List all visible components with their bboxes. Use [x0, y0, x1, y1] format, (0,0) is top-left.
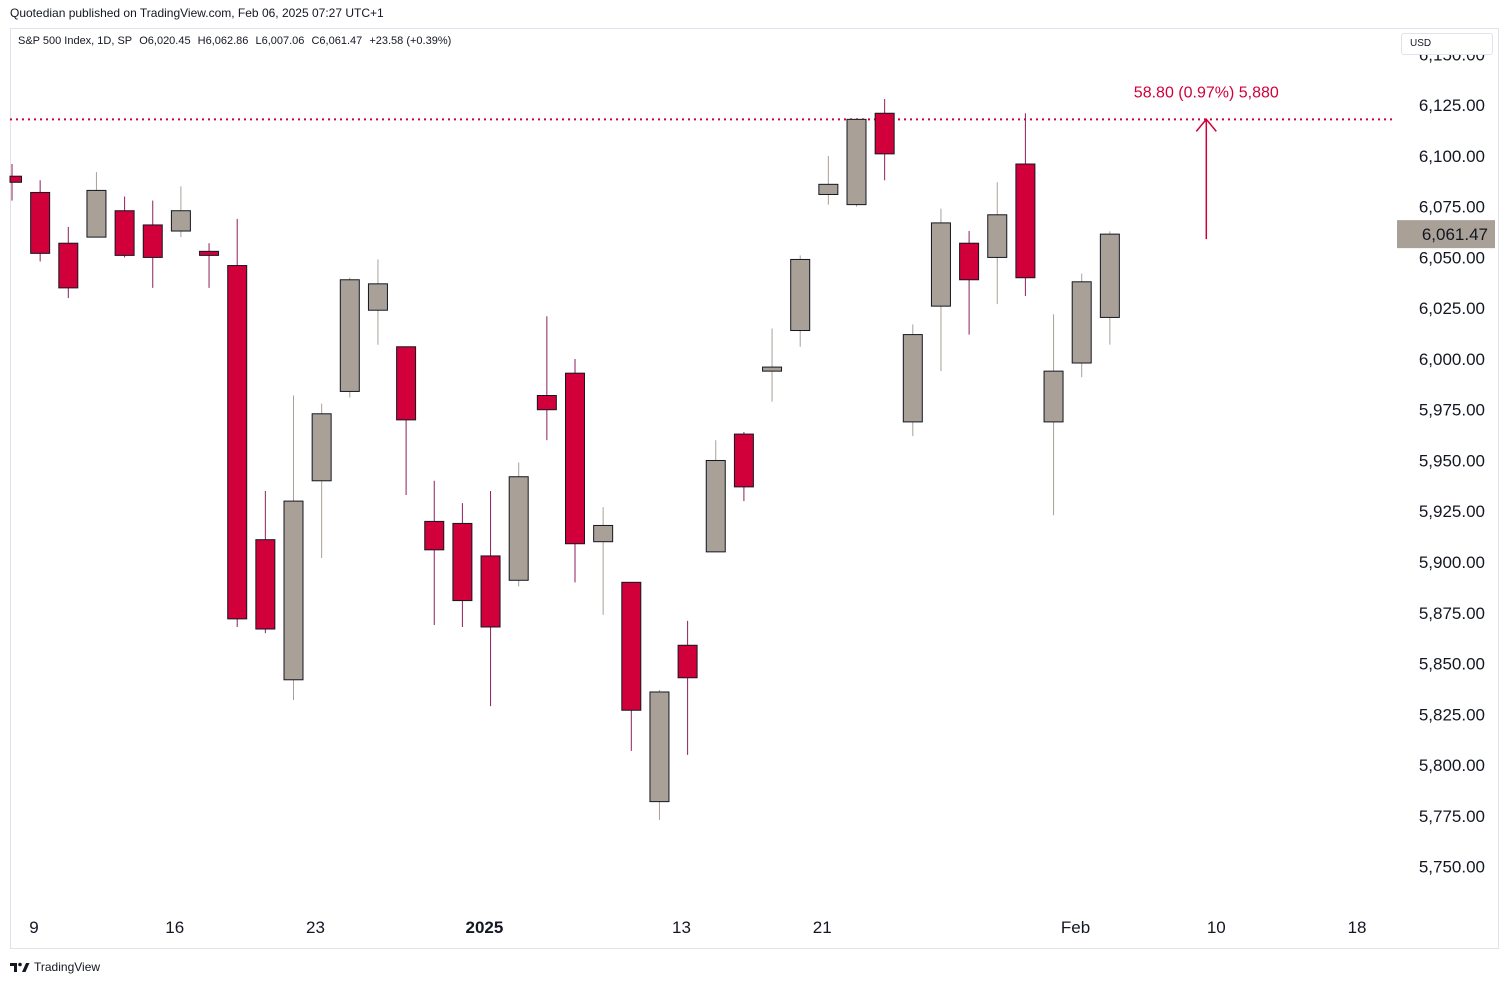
legend-change: +23.58 (+0.39%): [369, 35, 452, 47]
price-tick-label: 5,775.00: [1419, 807, 1485, 826]
tradingview-logo-icon: [10, 962, 30, 972]
price-tick-label: 6,050.00: [1419, 248, 1485, 267]
candle-body: [452, 522, 473, 602]
publisher-line: Quotedian published on TradingView.com, …: [10, 6, 384, 20]
price-tick-label: 6,075.00: [1419, 198, 1485, 217]
price-tick-label: 6,025.00: [1419, 299, 1485, 318]
legend-close: C6,061.47: [311, 35, 363, 47]
time-axis[interactable]: 9 16 23 2025 13 21 Feb 10 18: [29, 918, 1366, 937]
time-tick-label: 18: [1348, 918, 1367, 937]
time-tick-label: 2025: [465, 918, 503, 937]
price-tick-label: 5,825.00: [1419, 705, 1485, 724]
legend-high: H6,062.86: [197, 35, 249, 47]
symbol-legend: S&P 500 Index, 1D, SP O6,020.45 H6,062.8…: [18, 35, 455, 47]
candle-body: [283, 500, 304, 681]
candle-body: [593, 524, 614, 543]
candle-body: [677, 644, 698, 679]
candle-body: [396, 346, 417, 421]
measure-arrow-head: [1195, 118, 1217, 132]
price-tick-label: 6,100.00: [1419, 147, 1485, 166]
candle-body: [1099, 233, 1120, 318]
price-tick-label: 5,925.00: [1419, 502, 1485, 521]
candle-body: [762, 366, 783, 372]
candle-body: [199, 250, 220, 256]
legend-open: O6,020.45: [139, 35, 191, 47]
footer-brand-label: TradingView: [34, 960, 101, 974]
candle-body: [790, 258, 811, 332]
price-tick-label: 5,800.00: [1419, 756, 1485, 775]
candle-body: [227, 265, 248, 620]
candle-body: [86, 189, 107, 238]
time-tick-label: 21: [813, 918, 832, 937]
price-tick-label: 5,950.00: [1419, 451, 1485, 470]
candle-body: [987, 214, 1008, 258]
footer-brand[interactable]: TradingView: [10, 960, 100, 974]
candle-body: [930, 222, 951, 307]
candle-body: [480, 555, 501, 628]
candle-body: [367, 283, 388, 311]
candle-body: [705, 459, 726, 553]
candle-body: [255, 539, 276, 630]
chart-frame[interactable]: [10, 28, 1499, 949]
price-tick-label: 5,850.00: [1419, 655, 1485, 674]
price-tick-label: 5,975.00: [1419, 401, 1485, 420]
price-axis[interactable]: 6,150.006,125.006,100.006,075.006,050.00…: [1419, 45, 1485, 876]
time-tick-label: 10: [1207, 918, 1226, 937]
candle-body: [30, 191, 51, 254]
time-tick-label: 23: [306, 918, 325, 937]
price-tick-label: 6,125.00: [1419, 96, 1485, 115]
measure-group: 58.80 (0.97%) 5,880: [1134, 84, 1279, 240]
time-tick-label: 16: [165, 918, 184, 937]
candle-body: [1015, 163, 1036, 279]
candle-body: [339, 279, 360, 392]
candle-body: [846, 118, 867, 206]
currency-selector[interactable]: USD: [1401, 33, 1493, 55]
price-tick-label: 5,750.00: [1419, 858, 1485, 877]
candle-body: [508, 476, 529, 581]
price-tick-label: 5,900.00: [1419, 553, 1485, 572]
candle-body: [9, 175, 22, 183]
last-price-label: 6,061.47: [1422, 225, 1488, 244]
candle-body: [1071, 281, 1092, 364]
candle-body: [818, 183, 839, 195]
candle-body: [170, 210, 191, 232]
candles-group: [9, 99, 1120, 820]
candle-body: [874, 112, 895, 155]
candle-body: [649, 691, 670, 803]
candle-body: [733, 433, 754, 488]
candle-body: [1043, 370, 1064, 423]
time-tick-label: 9: [29, 918, 38, 937]
candle-body: [959, 242, 980, 281]
legend-symbol: S&P 500 Index, 1D, SP: [18, 35, 133, 47]
price-tick-label: 6,000.00: [1419, 350, 1485, 369]
candle-body: [565, 372, 585, 545]
candle-body: [536, 395, 557, 411]
time-tick-label: 13: [672, 918, 691, 937]
candle-body: [142, 224, 163, 258]
time-tick-label: Feb: [1061, 918, 1090, 937]
price-tick-label: 5,875.00: [1419, 604, 1485, 623]
candle-body: [424, 520, 445, 551]
last-price-group: 6,061.47: [1397, 220, 1495, 249]
candle-body: [311, 413, 332, 482]
candle-body: [58, 242, 79, 289]
measure-label: 58.80 (0.97%) 5,880: [1134, 84, 1279, 101]
legend-low: L6,007.06: [255, 35, 305, 47]
candle-body: [902, 334, 923, 423]
candle-body: [621, 581, 642, 711]
last-price-tag: [1397, 220, 1495, 249]
candle-body: [114, 210, 135, 256]
